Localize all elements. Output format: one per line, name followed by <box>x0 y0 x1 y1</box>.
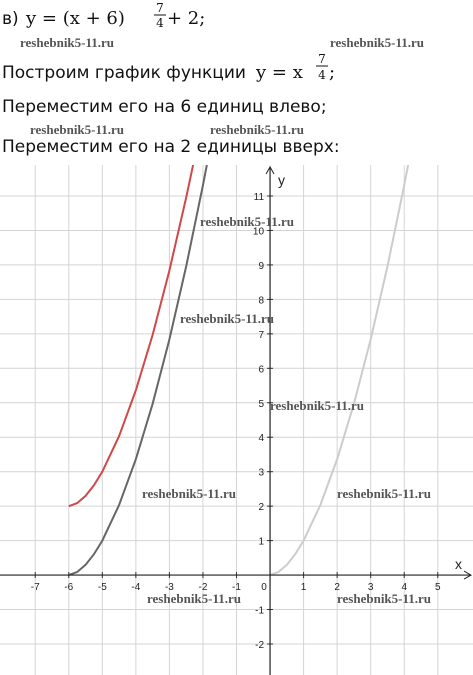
watermarks: reshebnik5-11.ru reshebnik5-11.ru reshebni… <box>20 35 431 606</box>
exponent-numerator: 7 <box>156 1 164 15</box>
y-tick-label: 8 <box>258 295 264 306</box>
x-axis-label: x <box>455 556 462 572</box>
curves <box>68 165 410 577</box>
y-tick-label: 4 <box>258 433 264 444</box>
y-tick-label: 7 <box>258 330 264 341</box>
x-tick-label: -7 <box>31 582 40 593</box>
watermark: reshebnik5-11.ru <box>337 486 431 501</box>
y-tick-label: 1 <box>258 537 264 548</box>
step-text: Переместим его на 6 единиц влево; <box>2 97 327 117</box>
x-tick-label: -1 <box>232 582 241 593</box>
axes: -7 -6 -5 -4 -3 -2 -1 0 1 2 3 4 5 -2 -1 1 2 3 4 5 6 7 8 9 10 11 x y <box>0 165 473 675</box>
watermark: reshebnik5-11.ru <box>20 35 114 50</box>
item-label: в) <box>2 9 19 29</box>
y-tick-label: 9 <box>258 261 264 272</box>
formula-suffix: + 2; <box>167 8 205 29</box>
watermark: reshebnik5-11.ru <box>147 591 241 606</box>
y-tick-label: 5 <box>258 399 264 410</box>
x-tick-label: 5 <box>435 582 441 593</box>
step-line: Построим график функции y = x 7 4 ; <box>2 52 335 83</box>
y-tick-label: 11 <box>254 192 265 203</box>
function-curve <box>269 165 410 577</box>
problem-line: в) y = (x + 6) 7 4 + 2; <box>2 1 205 30</box>
x-tick-label: 3 <box>368 582 374 593</box>
grid <box>0 165 473 675</box>
x-tick-label: 0 <box>261 582 267 593</box>
x-tick-label: -4 <box>131 582 140 593</box>
watermark: reshebnik5-11.ru <box>330 35 424 50</box>
x-tick-label: -6 <box>64 582 73 593</box>
x-tick-label: -5 <box>98 582 107 593</box>
formula: y = (x + 6) <box>25 8 125 29</box>
y-tick-label: 6 <box>258 364 264 375</box>
step-text: Переместим его на 2 единицы вверх: <box>2 137 340 157</box>
exponent-denominator: 4 <box>156 16 164 30</box>
exponent-numerator: 7 <box>318 52 326 66</box>
watermark: reshebnik5-11.ru <box>200 214 294 229</box>
watermark: reshebnik5-11.ru <box>30 122 124 137</box>
y-tick-label: 2 <box>258 502 264 513</box>
watermark: reshebnik5-11.ru <box>210 122 304 137</box>
formula-suffix: ; <box>329 62 335 83</box>
function-curve <box>68 165 195 508</box>
formula: y = x <box>255 62 303 83</box>
y-tick-label: -1 <box>255 606 264 617</box>
x-axis-arrow <box>463 570 473 580</box>
function-curve <box>68 165 208 577</box>
x-tick-label: 4 <box>401 582 407 593</box>
watermark: reshebnik5-11.ru <box>337 591 431 606</box>
x-tick-label: 2 <box>334 582 340 593</box>
y-axis-label: y <box>278 172 285 188</box>
step-text: Построим график функции <box>2 63 246 83</box>
y-tick-label: -2 <box>255 640 264 651</box>
watermark: reshebnik5-11.ru <box>270 398 364 413</box>
x-tick-label: -2 <box>199 582 208 593</box>
exponent-denominator: 4 <box>318 68 326 82</box>
y-tick-label: 10 <box>253 226 265 237</box>
watermark: reshebnik5-11.ru <box>180 311 274 326</box>
y-tick-label: 3 <box>258 468 264 479</box>
x-tick-label: -3 <box>165 582 174 593</box>
watermark: reshebnik5-11.ru <box>142 486 236 501</box>
y-axis-arrow <box>265 165 275 175</box>
x-tick-label: 1 <box>301 582 307 593</box>
